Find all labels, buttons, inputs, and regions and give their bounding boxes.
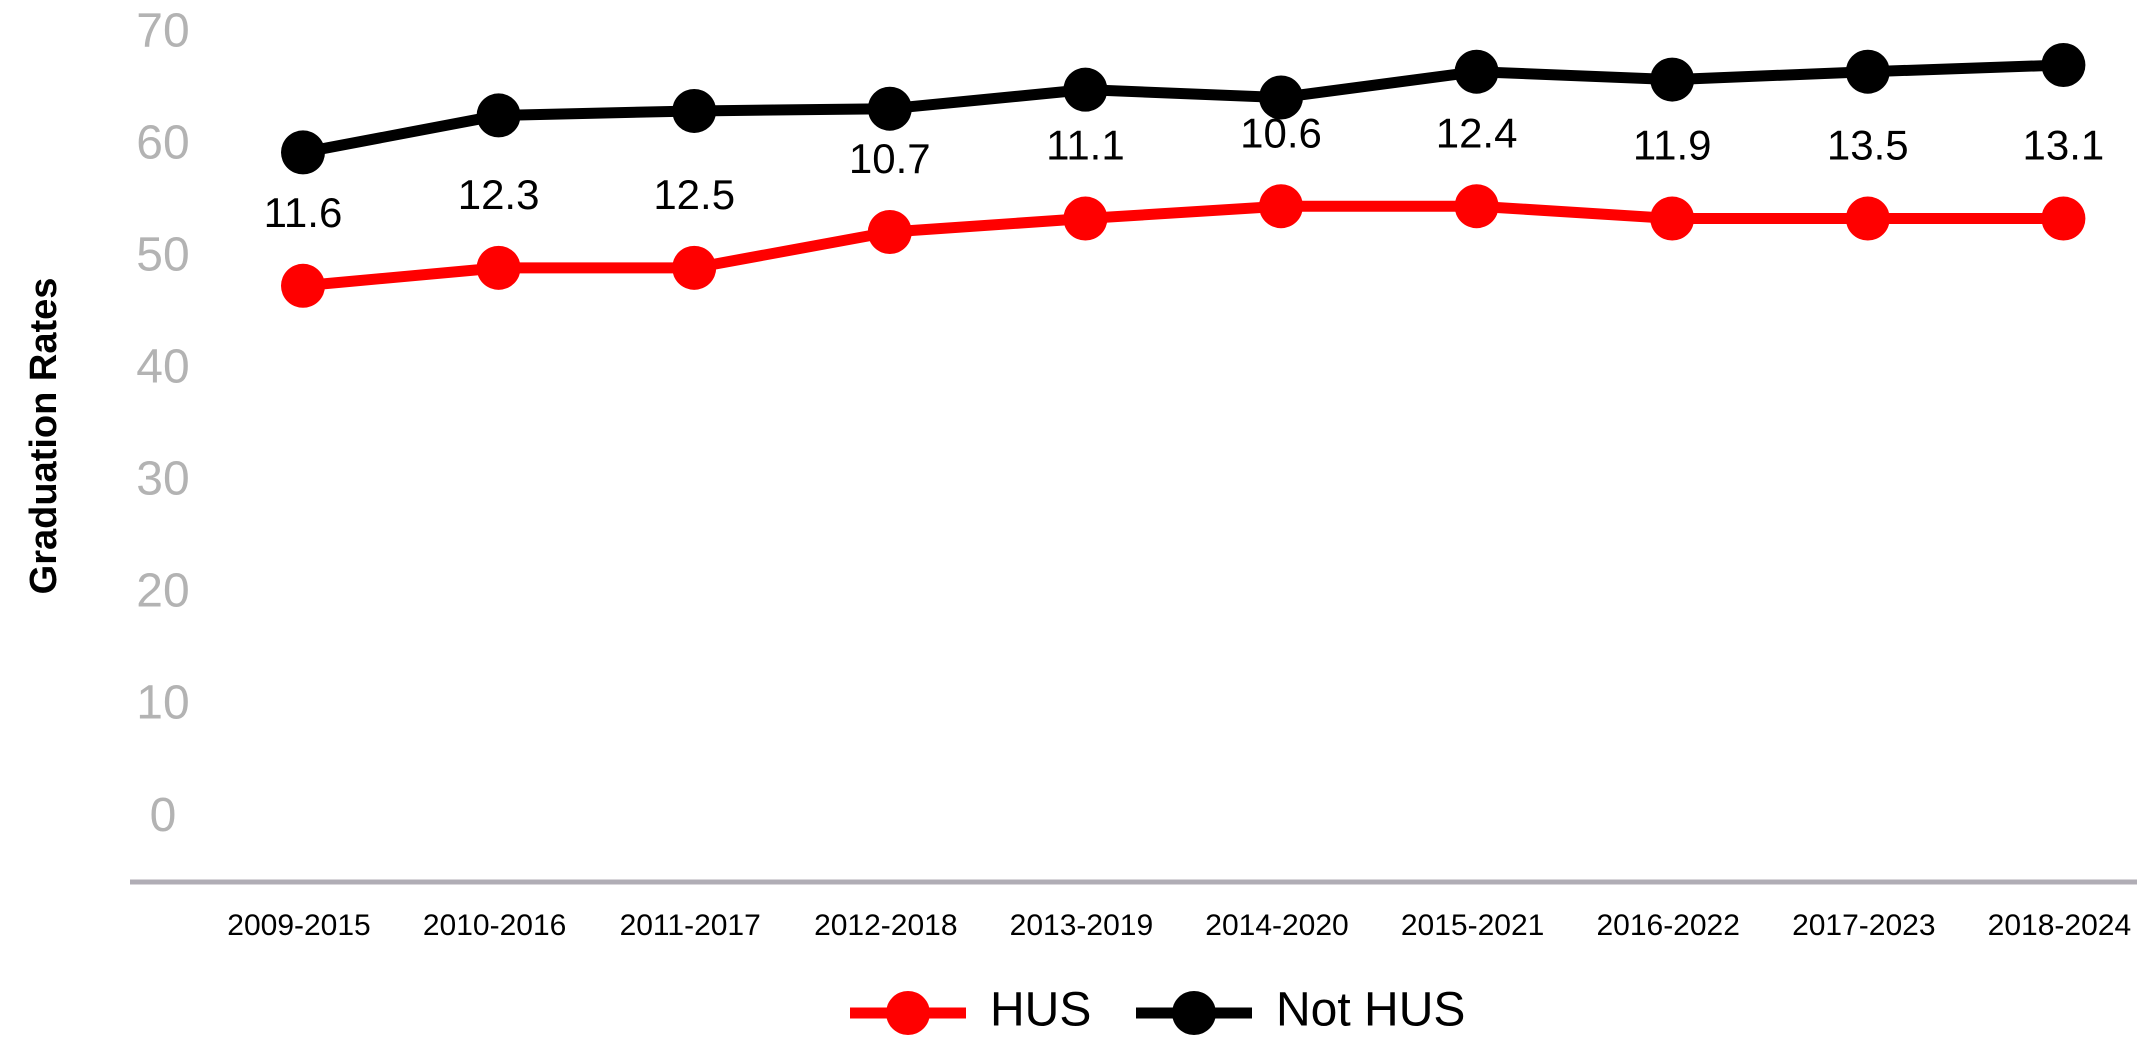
gap-label: 12.3 — [458, 171, 540, 218]
y-tick-label: 30 — [136, 453, 189, 506]
data-point — [1454, 184, 1499, 229]
data-point — [2041, 43, 2086, 88]
data-point — [867, 86, 912, 131]
y-tick-label: 0 — [150, 789, 177, 842]
data-point — [1650, 196, 1695, 241]
data-point — [1454, 49, 1499, 94]
data-point — [281, 263, 325, 308]
data-point — [1063, 196, 1108, 241]
data-point — [672, 88, 717, 133]
data-point — [1063, 67, 1108, 112]
data-point — [476, 245, 521, 290]
y-tick-label: 20 — [136, 565, 189, 618]
y-tick-label: 50 — [136, 228, 189, 281]
data-point — [1650, 57, 1695, 102]
x-tick-label: 2011-2017 — [620, 909, 761, 942]
x-tick-label: 2010-2016 — [423, 909, 566, 942]
x-tick-label: 2014-2020 — [1205, 909, 1348, 942]
legend-marker — [886, 991, 930, 1035]
gap-label: 13.5 — [1827, 122, 1909, 169]
data-point — [1845, 196, 1890, 241]
y-tick-label: 40 — [136, 341, 189, 394]
gap-label: 12.5 — [653, 171, 735, 218]
y-tick-label: 60 — [136, 116, 189, 169]
data-point — [672, 245, 717, 290]
gap-label: 10.6 — [1240, 109, 1322, 156]
gap-label: 11.6 — [264, 189, 343, 236]
x-tick-label: 2015-2021 — [1401, 909, 1544, 942]
data-point — [1259, 75, 1303, 120]
data-point — [1845, 49, 1890, 94]
gap-label: 11.1 — [1046, 122, 1125, 169]
y-tick-label: 70 — [136, 4, 189, 57]
x-tick-label: 2012-2018 — [814, 909, 957, 942]
y-tick-label: 10 — [136, 677, 189, 730]
gap-label: 13.1 — [2023, 122, 2105, 169]
data-point — [2041, 196, 2086, 241]
data-point — [1259, 184, 1303, 229]
x-tick-label: 2009-2015 — [227, 909, 370, 942]
gap-label: 11.9 — [1633, 122, 1712, 169]
x-tick-label: 2017-2023 — [1792, 909, 1935, 942]
series-line — [302, 200, 2064, 292]
series-line — [301, 59, 2064, 158]
legend-label: HUS — [990, 984, 1091, 1037]
legend-marker — [1172, 991, 1216, 1035]
data-point — [476, 93, 521, 138]
x-tick-label: 2018-2024 — [1988, 909, 2131, 942]
data-point — [281, 130, 325, 175]
gap-label: 10.7 — [849, 135, 931, 182]
data-point — [867, 209, 912, 254]
x-tick-label: 2016-2022 — [1596, 909, 1739, 942]
gap-label: 12.4 — [1436, 109, 1518, 156]
y-axis-label: Graduation Rates — [23, 278, 65, 595]
legend-label: Not HUS — [1276, 984, 1465, 1037]
x-tick-label: 2013-2019 — [1010, 909, 1153, 942]
